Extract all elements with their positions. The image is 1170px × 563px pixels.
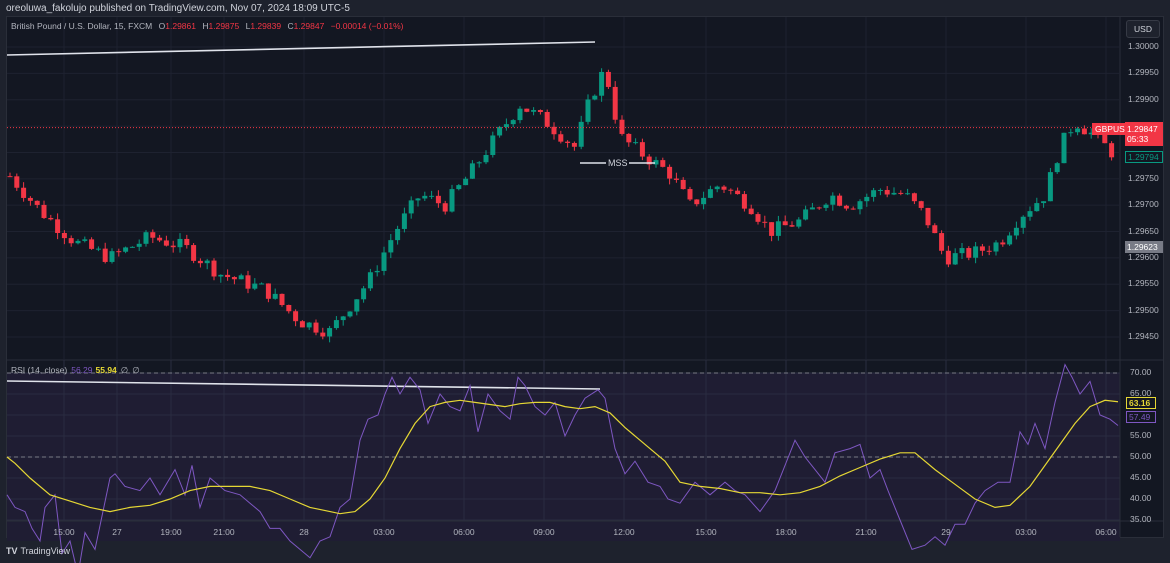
time-tick: 29	[941, 527, 951, 537]
time-tick: 03:00	[1015, 527, 1037, 537]
mss-label[interactable]: MSS	[608, 158, 628, 168]
rsi-ma-tag: 63.16	[1126, 397, 1156, 409]
symbol-title[interactable]: British Pound / U.S. Dollar, 15, FXCM	[11, 21, 153, 31]
last-price: 1.29847	[1127, 124, 1158, 134]
price-tick: 1.29450	[1128, 331, 1159, 341]
rsi-tick: 45.00	[1130, 472, 1152, 482]
price-tick: 1.29700	[1128, 199, 1159, 210]
time-tick: 27	[112, 527, 122, 537]
rsi-empty-1: ∅	[120, 365, 129, 375]
rsi-tick: 35.00	[1130, 514, 1152, 524]
rsi-empty-2: ∅	[132, 365, 140, 375]
rsi-tick: 65.00	[1130, 388, 1152, 398]
price-tick: 1.29900	[1128, 93, 1159, 104]
rsi-tick: 40.00	[1130, 493, 1152, 503]
rsi-tick: 70.00	[1130, 367, 1152, 377]
time-tick: 19:00	[160, 527, 182, 537]
time-tick: 06:00	[453, 527, 475, 537]
time-tick: 09:00	[533, 527, 555, 537]
price-tick: 1.29550	[1128, 278, 1159, 289]
close-label: C	[287, 21, 294, 31]
publisher-caption: oreoluwa_fakolujo published on TradingVi…	[6, 3, 350, 14]
time-tick: 12:00	[613, 527, 635, 537]
high-value: 1.29875	[208, 21, 240, 31]
time-tick: 18:00	[775, 527, 797, 537]
time-tick: 21:00	[213, 527, 235, 537]
close-value: 1.29847	[293, 21, 325, 31]
symbol-legend: British Pound / U.S. Dollar, 15, FXCM O1…	[11, 21, 403, 31]
tradingview-logo-icon: TV	[6, 546, 18, 556]
price-tick: 1.29500	[1128, 304, 1159, 315]
time-tick: 15:00	[53, 527, 75, 537]
symbol-price-tag: GBPUSD	[1092, 123, 1134, 135]
open-label: O	[158, 21, 166, 31]
time-tick: 06:00	[1095, 527, 1117, 537]
time-tick: 03:00	[373, 527, 395, 537]
rsi-legend: RSI (14, close) 56.29 55.94 ∅ ∅	[11, 365, 140, 376]
gray-price-tag: 1.29623	[1125, 241, 1163, 253]
time-tick: 15:00	[695, 527, 717, 537]
low-value: 1.29839	[250, 21, 282, 31]
last-price-tag: 1.29847 05:33	[1125, 122, 1163, 146]
rsi-value: 56.29	[71, 365, 93, 375]
rsi-tick: 50.00	[1130, 451, 1152, 461]
price-tick: 1.29950	[1128, 67, 1159, 78]
price-tick: 1.30000	[1128, 41, 1159, 51]
rsi-ma-value: 55.94	[95, 365, 117, 375]
time-tick: 28	[299, 527, 309, 537]
rsi-title[interactable]: RSI (14, close)	[11, 365, 68, 375]
tradingview-brand[interactable]: TV TradingView	[6, 546, 70, 556]
green-price-tag: 1.29794	[1125, 151, 1163, 163]
change-value: −0.00014 (−0.01%)	[330, 21, 404, 31]
high-label: H	[202, 21, 209, 31]
low-label: L	[245, 21, 251, 31]
price-tick: 1.29750	[1128, 172, 1159, 183]
rsi-tag: 57.49	[1126, 411, 1156, 423]
price-tick: 1.29600	[1128, 251, 1159, 262]
bar-countdown: 05:33	[1127, 134, 1149, 144]
brand-name: TradingView	[20, 546, 71, 556]
rsi-tick: 55.00	[1130, 430, 1152, 440]
time-tick: 21:00	[855, 527, 877, 537]
open-value: 1.29861	[165, 21, 196, 31]
price-tick: 1.29650	[1128, 225, 1159, 236]
currency-button[interactable]: USD	[1126, 20, 1160, 38]
